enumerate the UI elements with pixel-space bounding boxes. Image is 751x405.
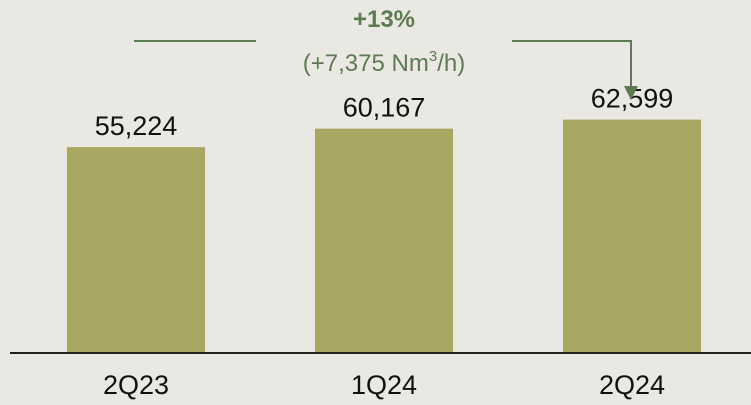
change-annotation: +13% (+7,375 Nm3/h) <box>134 6 638 100</box>
bar-2q24 <box>563 119 701 353</box>
annotation-line-right <box>512 40 632 86</box>
bar-1q24 <box>315 128 453 353</box>
change-absolute-label: (+7,375 Nm3/h) <box>303 48 465 77</box>
annotation-arrowhead <box>624 86 638 100</box>
category-label-2q23: 2Q23 <box>103 370 169 400</box>
category-label-1q24: 1Q24 <box>351 370 417 400</box>
category-labels-group: 2Q23 1Q24 2Q24 <box>103 370 665 400</box>
change-absolute-superscript: 3 <box>429 48 437 65</box>
change-absolute-suffix: /h) <box>437 50 465 77</box>
bar-2q23 <box>67 147 205 353</box>
change-absolute-prefix: (+7,375 Nm <box>303 50 429 77</box>
bars-group <box>67 119 701 353</box>
value-label-2q23: 55,224 <box>95 111 178 141</box>
category-label-2q24: 2Q24 <box>599 370 665 400</box>
change-percent-label: +13% <box>353 6 415 33</box>
value-label-1q24: 60,167 <box>343 93 426 123</box>
